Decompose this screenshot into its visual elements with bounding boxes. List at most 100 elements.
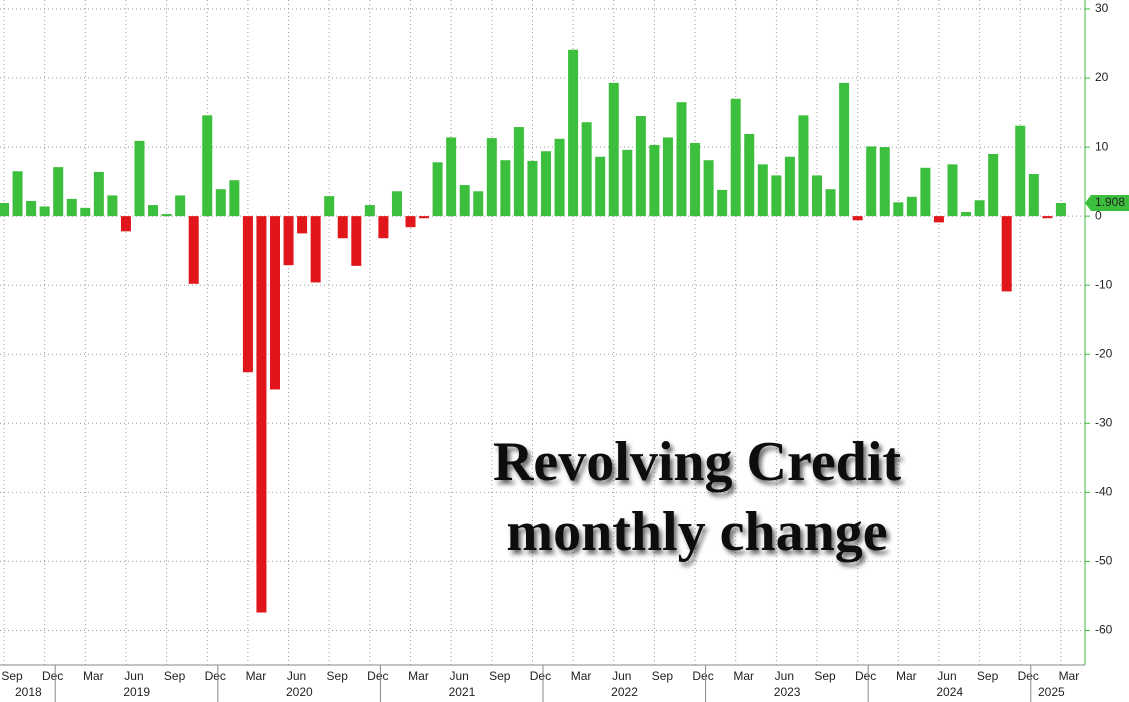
- y-tick-label: 30: [1095, 1, 1109, 15]
- bar: [107, 195, 118, 217]
- bar: [473, 191, 484, 217]
- bar: [825, 189, 836, 217]
- y-tick-label: 20: [1095, 70, 1109, 84]
- bar: [988, 153, 999, 217]
- bar: [80, 207, 91, 217]
- y-tick-label: -10: [1095, 277, 1113, 291]
- x-tick-label: Sep: [814, 669, 836, 683]
- x-tick-label: Mar: [83, 669, 104, 683]
- bar: [581, 122, 592, 217]
- y-tick-label: -60: [1095, 623, 1113, 637]
- bar: [256, 216, 267, 613]
- bar: [215, 189, 226, 217]
- bar: [432, 162, 443, 217]
- x-year-label: 2025: [1038, 685, 1065, 699]
- value-label: 1.908: [1095, 195, 1125, 209]
- bar: [513, 127, 524, 217]
- bar: [351, 216, 362, 266]
- x-tick-label: Sep: [652, 669, 674, 683]
- bar: [839, 82, 850, 217]
- x-tick-label: Mar: [408, 669, 429, 683]
- bar: [906, 196, 917, 217]
- bar: [893, 202, 904, 217]
- y-tick-label: -40: [1095, 485, 1113, 499]
- x-tick-label: Dec: [367, 669, 388, 683]
- bar: [1001, 216, 1012, 292]
- x-tick-label: Jun: [124, 669, 143, 683]
- bar: [662, 137, 673, 217]
- x-tick-label: Sep: [977, 669, 999, 683]
- bar: [0, 203, 9, 217]
- bar: [703, 160, 714, 217]
- bar: [283, 216, 294, 266]
- x-tick-label: Sep: [489, 669, 511, 683]
- y-tick-label: 10: [1095, 139, 1109, 153]
- bar: [947, 164, 958, 217]
- bar: [364, 205, 375, 217]
- bar: [541, 151, 551, 217]
- bar: [757, 164, 768, 217]
- bar: [337, 216, 348, 239]
- bar: [12, 171, 23, 217]
- x-year-label: 2022: [611, 685, 638, 699]
- x-tick-label: Dec: [42, 669, 63, 683]
- x-tick-label: Dec: [530, 669, 551, 683]
- bar: [784, 156, 795, 217]
- bar: [812, 175, 822, 217]
- bar: [310, 216, 321, 283]
- bar: [93, 171, 104, 217]
- bar: [527, 160, 538, 217]
- x-tick-label: Jun: [449, 669, 468, 683]
- x-tick-label: Sep: [164, 669, 186, 683]
- bar: [1055, 202, 1066, 217]
- bar: [26, 200, 37, 217]
- bar: [120, 216, 131, 232]
- bar: [866, 146, 877, 217]
- bar: [188, 216, 199, 284]
- x-year-label: 2020: [286, 685, 313, 699]
- bar: [608, 82, 619, 217]
- y-tick-label: -50: [1095, 554, 1113, 568]
- x-tick-label: Mar: [246, 669, 267, 683]
- y-tick-label: 0: [1095, 208, 1102, 222]
- x-tick-label: Dec: [205, 669, 226, 683]
- x-tick-label: Dec: [855, 669, 876, 683]
- x-year-label: 2024: [936, 685, 963, 699]
- bar: [161, 214, 172, 217]
- bar: [933, 216, 944, 223]
- x-year-label: 2023: [774, 685, 801, 699]
- bar: [419, 216, 430, 219]
- x-tick-label: Jun: [937, 669, 956, 683]
- bar: [500, 160, 511, 217]
- bar: [391, 191, 402, 217]
- bar: [649, 145, 660, 217]
- bar: [852, 216, 863, 221]
- bar: [920, 167, 931, 217]
- bar: [554, 138, 565, 217]
- bar: [486, 138, 497, 217]
- bar: [635, 116, 646, 217]
- x-tick-label: Mar: [571, 669, 592, 683]
- value-tag: [1085, 194, 1129, 211]
- bar: [134, 140, 145, 217]
- y-tick-label: -20: [1095, 346, 1113, 360]
- bar: [879, 147, 890, 217]
- bar: [568, 49, 579, 217]
- bar: [1042, 216, 1053, 219]
- x-year-label: 2021: [449, 685, 476, 699]
- x-tick-label: Dec: [692, 669, 713, 683]
- x-tick-label: Mar: [733, 669, 754, 683]
- bar: [297, 216, 308, 234]
- bar: [1028, 174, 1039, 217]
- x-tick-label: Jun: [612, 669, 631, 683]
- bar: [378, 216, 389, 239]
- x-tick-label: Sep: [327, 669, 349, 683]
- bar: [405, 216, 416, 228]
- bar: [690, 142, 701, 217]
- bar: [148, 205, 159, 217]
- x-year-label: 2018: [15, 685, 42, 699]
- bar: [730, 98, 741, 217]
- chart-title: Revolving Credit: [493, 431, 901, 493]
